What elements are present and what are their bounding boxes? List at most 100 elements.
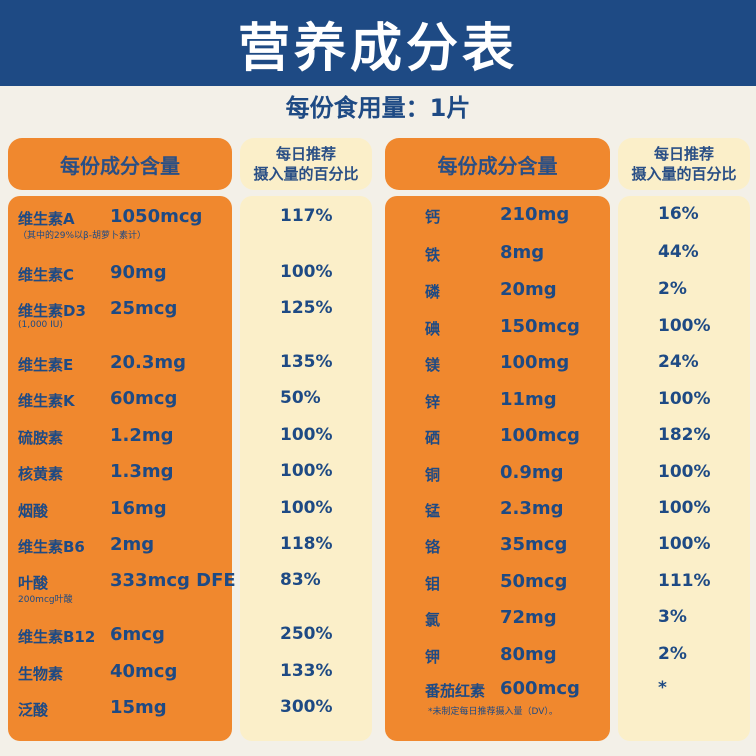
- right-dv-header: 每日推荐 摄入量的百分比: [618, 138, 750, 190]
- nutrient-name: 维生素B6: [18, 538, 85, 556]
- nutrient-name: 硒: [425, 429, 441, 447]
- nutrient-amount: 150mcg: [500, 316, 580, 337]
- nutrient-note: 200mcg叶酸: [18, 595, 73, 605]
- nutrient-dv: 2%: [658, 279, 687, 299]
- nutrient-name: 维生素C: [18, 266, 75, 284]
- nutrient-amount: 11mg: [500, 389, 557, 410]
- nutrient-amount: 100mg: [500, 352, 570, 373]
- nutrient-name: 铜: [425, 466, 441, 484]
- nutrient-amount: 90mg: [110, 262, 167, 283]
- nutrient-amount: 100mcg: [500, 425, 580, 446]
- nutrient-dv: 50%: [280, 388, 321, 408]
- nutrient-dv: 100%: [658, 389, 711, 409]
- nutrient-amount: 80mg: [500, 644, 557, 665]
- nutrient-amount: 16mg: [110, 498, 167, 519]
- nutrient-name: 烟酸: [18, 502, 49, 520]
- nutrient-name: 核黄素: [18, 465, 64, 483]
- nutrient-amount: 0.9mg: [500, 462, 564, 483]
- left-dv-header-line1: 每日推荐: [275, 145, 336, 163]
- nutrient-name: 钾: [425, 648, 441, 666]
- nutrient-dv: 44%: [658, 242, 699, 262]
- right-amount-header-label: 每份成分含量: [437, 153, 558, 178]
- nutrient-amount: 210mg: [500, 204, 570, 225]
- nutrient-name: 维生素A: [18, 210, 75, 228]
- nutrient-name: 锌: [425, 393, 441, 411]
- left-dv-header: 每日推荐 摄入量的百分比: [240, 138, 372, 190]
- nutrient-amount: 72mg: [500, 607, 557, 628]
- right-dv-header-line2: 摄入量的百分比: [631, 165, 737, 183]
- nutrient-dv: 100%: [658, 462, 711, 482]
- nutrient-amount: 15mg: [110, 697, 167, 718]
- nutrient-amount: 2mg: [110, 534, 155, 555]
- nutrient-dv: 118%: [280, 534, 333, 554]
- nutrient-amount: 333mcg DFE: [110, 570, 236, 591]
- nutrient-dv: 133%: [280, 661, 333, 681]
- nutrient-dv: 100%: [280, 461, 333, 481]
- nutrient-name: 维生素E: [18, 356, 74, 374]
- nutrient-amount: 2.3mg: [500, 498, 564, 519]
- right-dv-column: [618, 196, 750, 741]
- nutrient-dv: 100%: [658, 534, 711, 554]
- nutrient-name: 碘: [425, 320, 441, 338]
- nutrient-dv: 135%: [280, 352, 333, 372]
- nutrient-dv: 2%: [658, 644, 687, 664]
- nutrient-dv: 100%: [280, 498, 333, 518]
- nutrient-name: 番茄红素: [425, 682, 486, 700]
- nutrient-dv: 250%: [280, 624, 333, 644]
- nutrient-dv: 24%: [658, 352, 699, 372]
- page-title: 营养成分表: [237, 18, 518, 79]
- nutrient-name: 磷: [425, 283, 441, 301]
- nutrient-amount: 60mcg: [110, 388, 178, 409]
- nutrient-name: 维生素D3: [18, 302, 86, 320]
- nutrient-name: 氯: [425, 611, 441, 629]
- left-dv-header-line2: 摄入量的百分比: [253, 165, 359, 183]
- nutrient-name: 硫胺素: [18, 429, 64, 447]
- nutrient-amount: 25mcg: [110, 298, 178, 319]
- nutrient-amount: 35mcg: [500, 534, 568, 555]
- nutrient-dv: 117%: [280, 206, 333, 226]
- nutrient-amount: 8mg: [500, 242, 545, 263]
- right-dv-header-line1: 每日推荐: [653, 145, 714, 163]
- left-amount-column: [8, 196, 232, 741]
- nutrient-amount: 1.3mg: [110, 461, 174, 482]
- nutrient-dv: 182%: [658, 425, 711, 445]
- nutrient-dv: 125%: [280, 298, 333, 318]
- title-banner: 营养成分表: [0, 0, 756, 86]
- nutrient-amount: 20.3mg: [110, 352, 187, 373]
- nutrient-dv: 100%: [280, 262, 333, 282]
- nutrient-dv: 100%: [280, 425, 333, 445]
- serving-size: 每份食用量：1片: [285, 94, 471, 122]
- nutrient-amount: 50mcg: [500, 571, 568, 592]
- nutrient-amount: 600mcg: [500, 678, 580, 699]
- nutrient-name: 维生素K: [18, 392, 75, 410]
- nutrient-amount: 20mg: [500, 279, 557, 300]
- right-amount-header: 每份成分含量: [385, 138, 610, 190]
- nutrient-name: 维生素B12: [18, 628, 96, 646]
- nutrient-amount: 6mcg: [110, 624, 165, 645]
- nutrient-name: 泛酸: [18, 701, 49, 719]
- nutrient-dv: 100%: [658, 498, 711, 518]
- nutrient-name: 钼: [425, 575, 441, 593]
- nutrient-dv: 100%: [658, 316, 711, 336]
- nutrient-dv: 3%: [658, 607, 687, 627]
- left-amount-header: 每份成分含量: [8, 138, 232, 190]
- nutrient-dv: 300%: [280, 697, 333, 717]
- nutrient-name: 叶酸: [18, 574, 49, 592]
- nutrient-name: 镁: [425, 356, 441, 374]
- nutrient-note: (1,000 IU): [18, 320, 63, 330]
- nutrient-note: （其中的29%以β-胡萝卜素计）: [18, 231, 146, 241]
- left-dv-column: [240, 196, 372, 741]
- nutrient-dv: *: [658, 678, 667, 698]
- nutrient-dv: 16%: [658, 204, 699, 224]
- nutrient-amount: 1050mcg: [110, 206, 203, 227]
- nutrient-amount: 1.2mg: [110, 425, 174, 446]
- nutrient-amount: 40mcg: [110, 661, 178, 682]
- nutrient-name: 锰: [425, 502, 441, 520]
- nutrient-dv: 111%: [658, 571, 711, 591]
- right-amount-column: [385, 196, 610, 741]
- nutrient-dv: 83%: [280, 570, 321, 590]
- left-amount-header-label: 每份成分含量: [60, 153, 180, 178]
- nutrient-name: 生物素: [18, 665, 64, 683]
- nutrient-name: 钙: [425, 208, 441, 226]
- nutrient-name: 铁: [425, 246, 441, 264]
